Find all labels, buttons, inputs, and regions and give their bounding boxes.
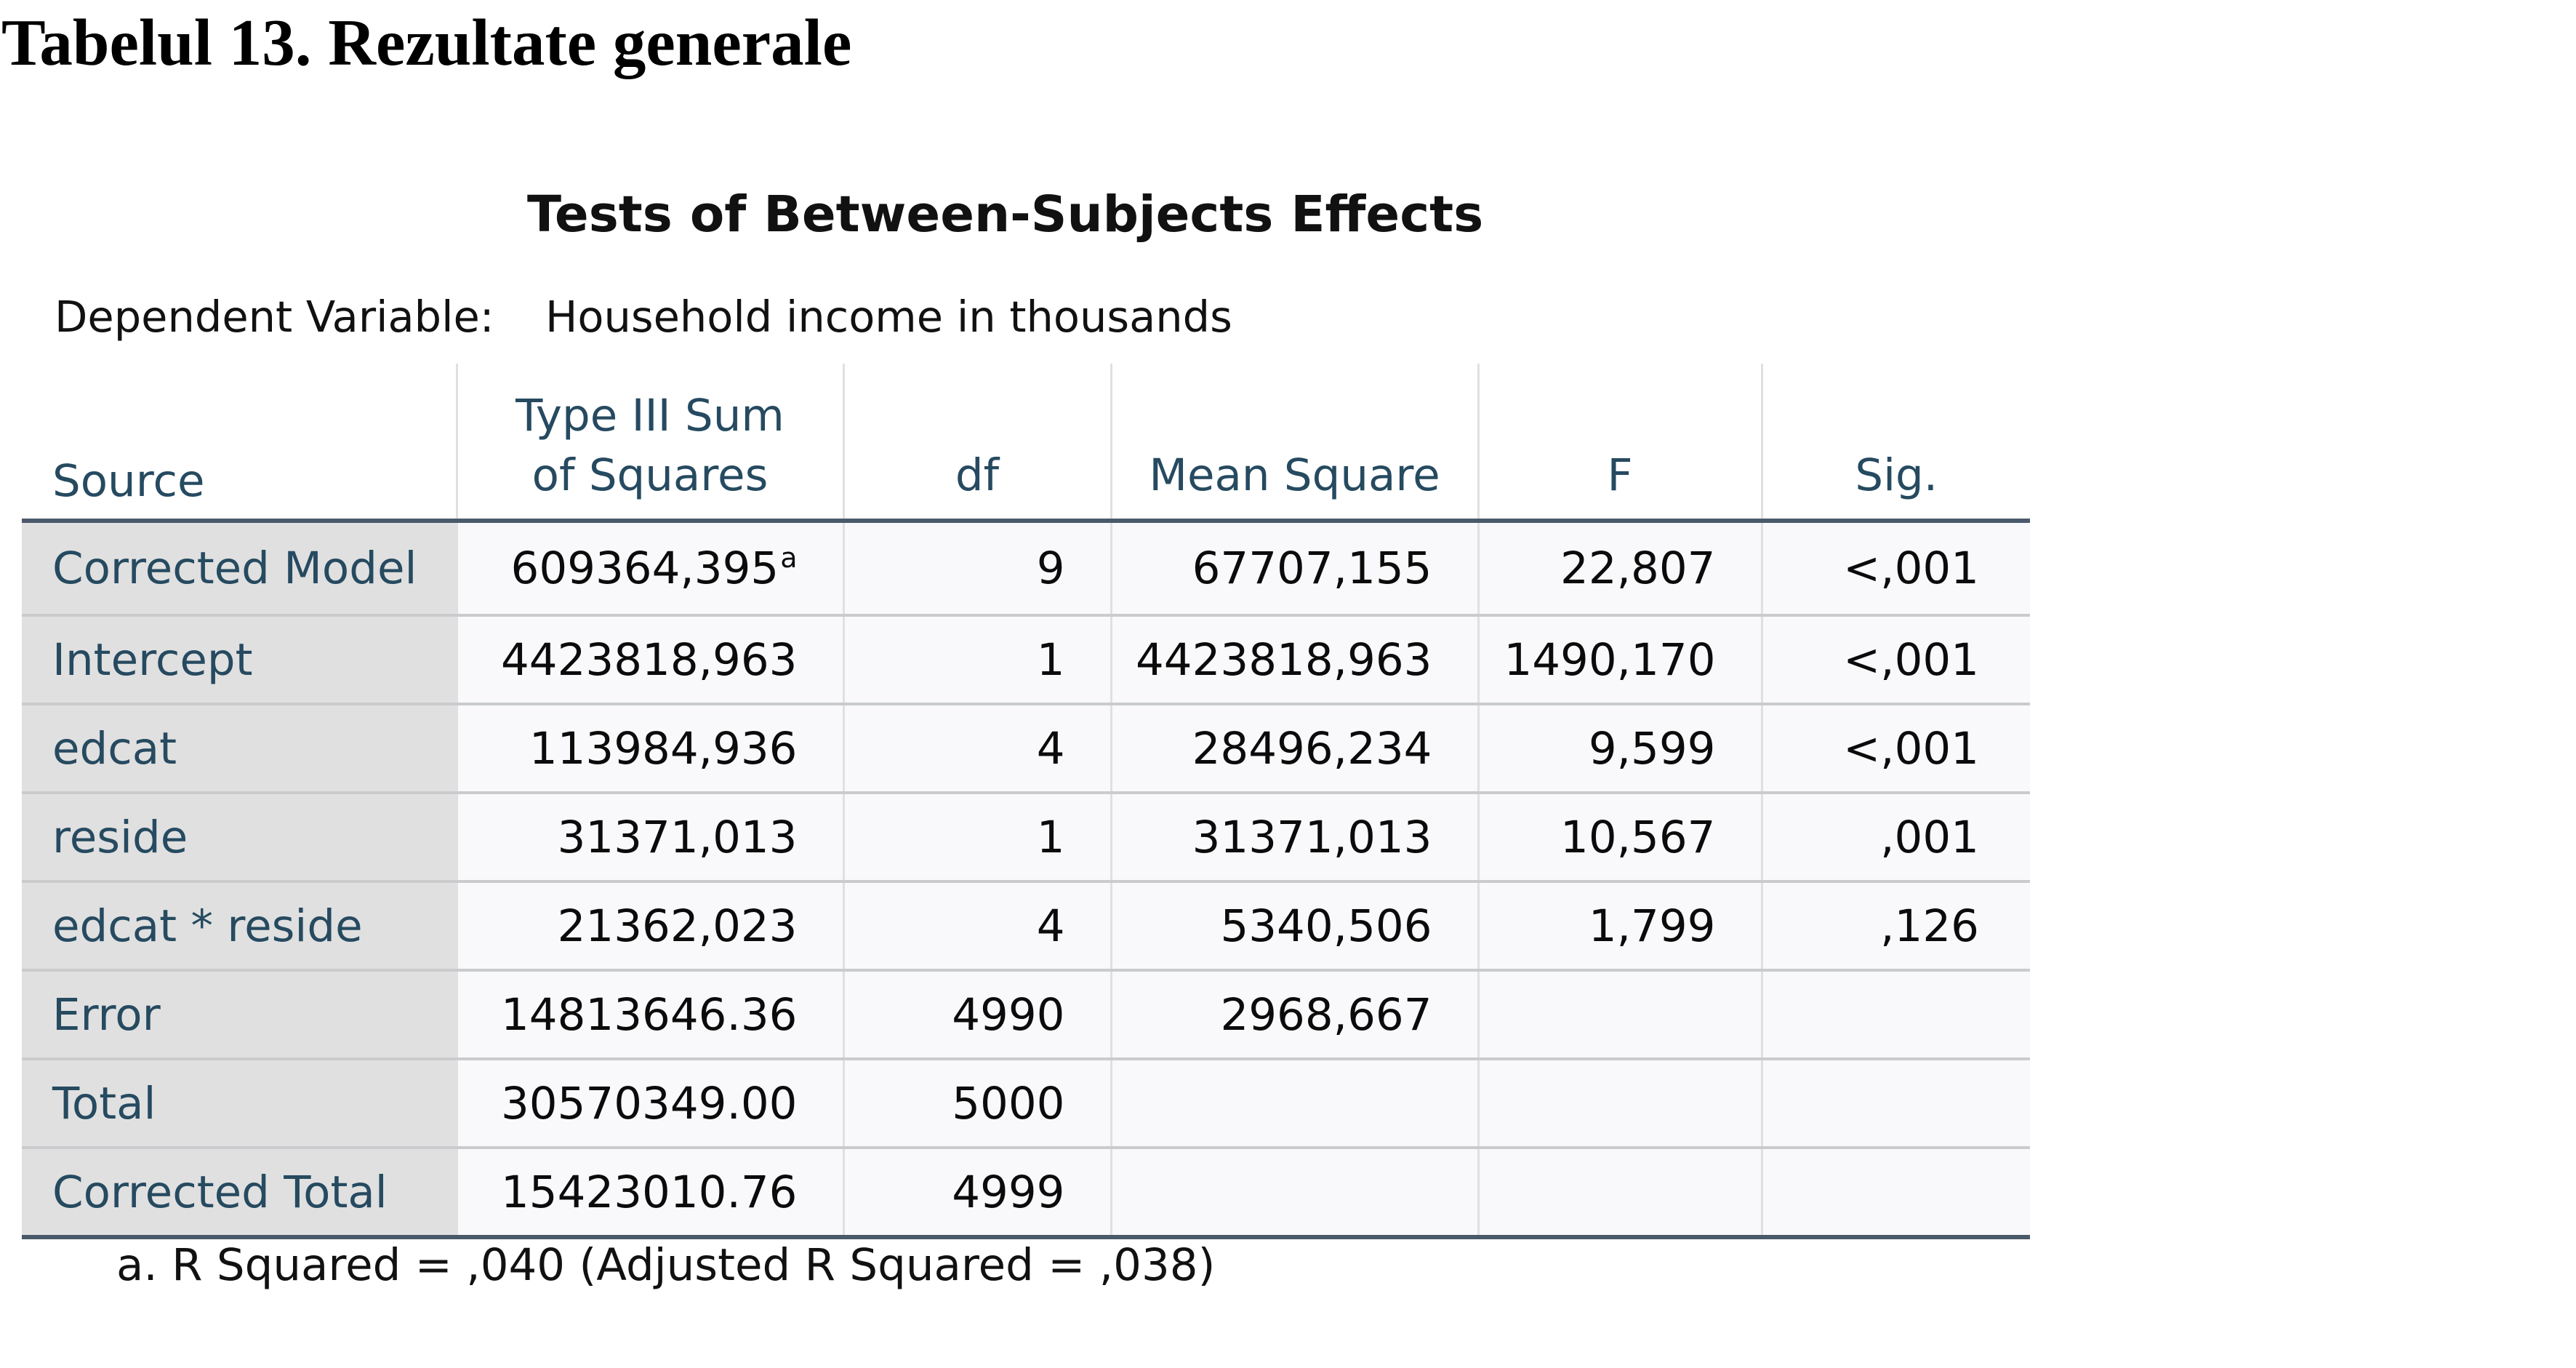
row-mean-square <box>1110 1146 1478 1239</box>
table-row: Total 30570349.00 5000 <box>22 1057 2030 1148</box>
row-sum-of-squares: 21362,023 <box>455 880 843 970</box>
row-f: 9,599 <box>1477 703 1762 793</box>
row-sum-of-squares: 609364,395a <box>455 521 843 615</box>
column-header-source: Source <box>22 364 457 523</box>
column-header-f: F <box>1477 364 1762 523</box>
column-header-sum-of-squares-line2: of Squares <box>531 449 769 501</box>
row-sig <box>1760 1146 2030 1239</box>
row-source: Corrected Total <box>22 1146 457 1239</box>
row-sig: <,001 <box>1760 703 2030 793</box>
row-mean-square: 2968,667 <box>1110 969 1478 1059</box>
row-mean-square: 67707,155 <box>1110 521 1478 615</box>
row-df: 1 <box>842 791 1111 881</box>
row-sum-of-squares: 113984,936 <box>455 703 843 793</box>
column-header-sum-of-squares-line1: Type III Sum <box>515 390 785 441</box>
row-sum-of-squares: 30570349.00 <box>455 1057 843 1148</box>
row-sum-of-squares: 14813646.36 <box>455 969 843 1059</box>
sum-of-squares-value: 609364,395 <box>510 543 779 594</box>
row-df: 4 <box>842 703 1111 793</box>
row-sum-of-squares: 31371,013 <box>455 791 843 881</box>
table-footnote: a. R Squared = ,040 (Adjusted R Squared … <box>116 1239 1216 1291</box>
column-header-sig: Sig. <box>1760 364 2030 523</box>
row-df: 9 <box>842 521 1111 615</box>
row-df: 4999 <box>842 1146 1111 1239</box>
table-row: Corrected Total 15423010.76 4999 <box>22 1146 2030 1239</box>
row-sig: ,001 <box>1760 791 2030 881</box>
row-source: Corrected Model <box>22 521 457 615</box>
row-sig <box>1760 1057 2030 1148</box>
row-df: 4 <box>842 880 1111 970</box>
table-row: Error 14813646.36 4990 2968,667 <box>22 969 2030 1059</box>
table-row: edcat * reside 21362,023 4 5340,506 1,79… <box>22 880 2030 970</box>
row-sig: <,001 <box>1760 521 2030 615</box>
row-sig: ,126 <box>1760 880 2030 970</box>
dependent-variable-line: Dependent Variable: Household income in … <box>55 288 1232 346</box>
table-row: edcat 113984,936 4 28496,234 9,599 <,001 <box>22 703 2030 793</box>
row-mean-square: 4423818,963 <box>1110 614 1478 704</box>
column-header-mean-square: Mean Square <box>1110 364 1478 523</box>
row-mean-square: 31371,013 <box>1110 791 1478 881</box>
column-header-df: df <box>842 364 1111 523</box>
table-title: Tests of Between-Subjects Effects <box>527 185 1484 244</box>
row-f: 1490,170 <box>1477 614 1762 704</box>
row-sum-of-squares: 4423818,963 <box>455 614 843 704</box>
row-source: edcat * reside <box>22 880 457 970</box>
row-f: 1,799 <box>1477 880 1762 970</box>
row-mean-square: 5340,506 <box>1110 880 1478 970</box>
row-sum-of-squares: 15423010.76 <box>455 1146 843 1239</box>
row-f: 10,567 <box>1477 791 1762 881</box>
document-title: Tabelul 13. Rezultate generale <box>1 6 852 79</box>
row-f: 22,807 <box>1477 521 1762 615</box>
row-sig <box>1760 969 2030 1059</box>
row-mean-square: 28496,234 <box>1110 703 1478 793</box>
row-f <box>1477 969 1762 1059</box>
row-source: edcat <box>22 703 457 793</box>
table-row: reside 31371,013 1 31371,013 10,567 ,001 <box>22 791 2030 881</box>
row-df: 4990 <box>842 969 1111 1059</box>
footnote-marker: a <box>780 542 798 574</box>
dependent-variable-value: Household income in thousands <box>545 292 1232 342</box>
column-header-sum-of-squares: Type III Sum of Squares <box>455 364 843 523</box>
row-f <box>1477 1057 1762 1148</box>
row-df: 1 <box>842 614 1111 704</box>
row-mean-square <box>1110 1057 1478 1148</box>
row-source: Total <box>22 1057 457 1148</box>
table-row: Corrected Model 609364,395a 9 67707,155 … <box>22 521 2030 615</box>
between-subjects-effects-table: Source Type III Sum of Squares df Mean S… <box>22 364 2030 1239</box>
table-row: Intercept 4423818,963 1 4423818,963 1490… <box>22 614 2030 704</box>
row-sig: <,001 <box>1760 614 2030 704</box>
row-df: 5000 <box>842 1057 1111 1148</box>
row-source: Error <box>22 969 457 1059</box>
header-row: Source Type III Sum of Squares df Mean S… <box>22 364 2030 523</box>
row-source: Intercept <box>22 614 457 704</box>
row-source: reside <box>22 791 457 881</box>
dependent-variable-label: Dependent Variable: <box>55 292 494 342</box>
row-f <box>1477 1146 1762 1239</box>
